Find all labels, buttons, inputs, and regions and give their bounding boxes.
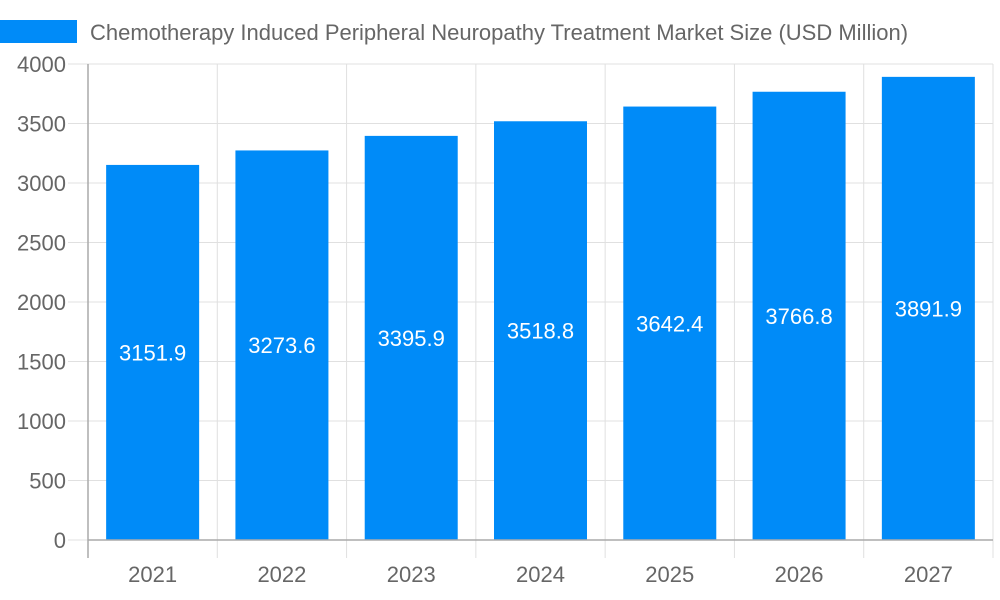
legend-swatch [0, 20, 77, 43]
bar [364, 135, 458, 541]
x-tick-label: 2024 [516, 562, 565, 587]
data-label: 3766.8 [765, 304, 832, 329]
y-tick-label: 4000 [17, 52, 66, 77]
y-tick-label: 3000 [17, 171, 66, 196]
legend[interactable]: Chemotherapy Induced Peripheral Neuropat… [0, 20, 908, 45]
data-label: 3151.9 [119, 340, 186, 365]
y-tick-label: 500 [29, 469, 66, 494]
data-label: 3518.8 [507, 319, 574, 344]
y-tick-label: 2000 [17, 290, 66, 315]
y-tick-label: 2500 [17, 231, 66, 256]
bar [881, 76, 975, 541]
y-tick-label: 3500 [17, 112, 66, 137]
x-tick-label: 2026 [775, 562, 824, 587]
bar [752, 91, 846, 541]
bars: 3151.9 3273.6 3395.9 3518.8 3642.4 3766.8 3891… [106, 76, 975, 541]
x-tick-label: 2025 [645, 562, 694, 587]
y-tick-label: 0 [54, 528, 66, 553]
x-tick-label: 2023 [387, 562, 436, 587]
x-tick-label: 2021 [128, 562, 177, 587]
axes: 0 500 1000 1500 2000 2500 3000 3500 4000 2021 2022… [17, 52, 993, 587]
bar [494, 121, 587, 540]
legend-label: Chemotherapy Induced Peripheral Neuropat… [90, 20, 908, 45]
bar [623, 106, 717, 541]
data-label: 3891.9 [895, 296, 962, 321]
y-tick-label: 1500 [17, 350, 66, 375]
data-label: 3642.4 [636, 311, 703, 336]
bar [235, 150, 329, 541]
data-label: 3395.9 [378, 326, 445, 351]
y-tick-label: 1000 [17, 409, 66, 434]
data-label: 3273.6 [248, 333, 315, 358]
x-tick-label: 2027 [904, 562, 953, 587]
bar [106, 164, 200, 541]
x-tick-label: 2022 [257, 562, 306, 587]
